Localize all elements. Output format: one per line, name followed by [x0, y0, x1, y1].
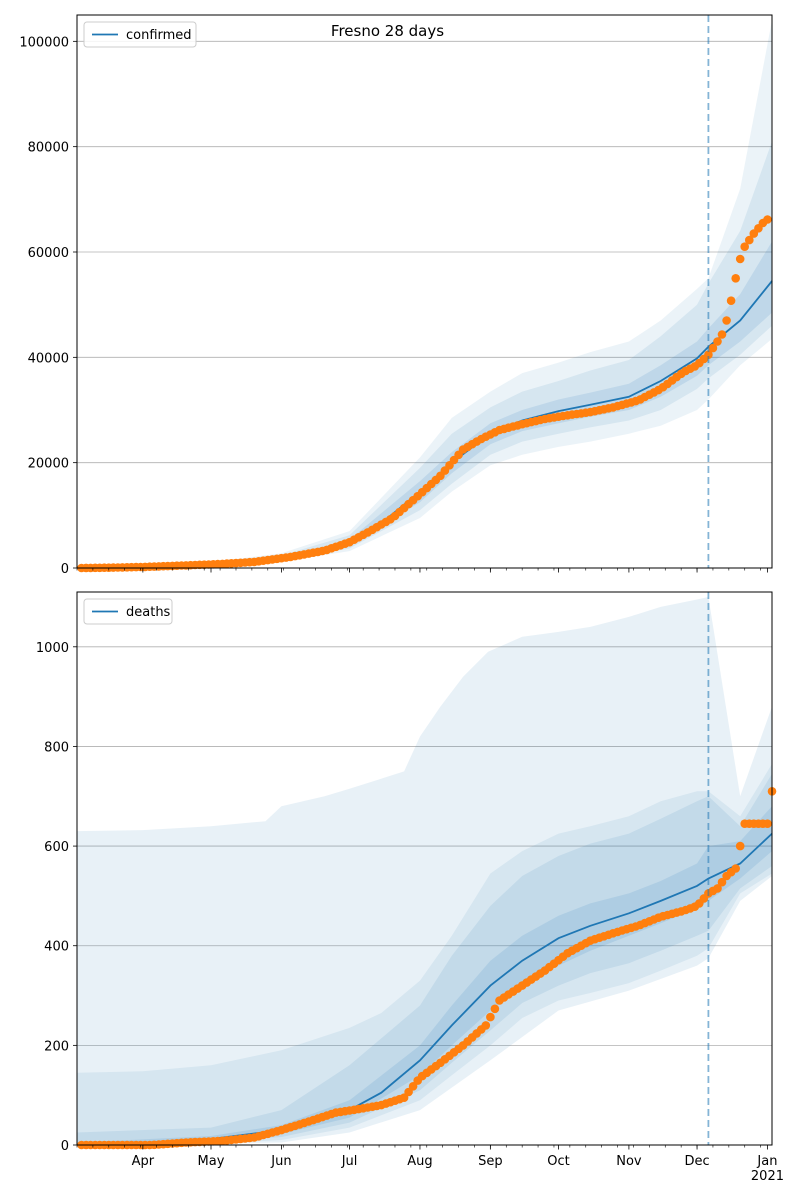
confirmed-y-tick-label: 20000 [28, 457, 69, 472]
deaths-y-tick-label: 0 [61, 1139, 69, 1154]
deaths-observed-point [481, 1021, 491, 1030]
confirmed-axes-frame [76, 14, 773, 569]
deaths-observed-point [735, 841, 745, 851]
confirmed-y-tick-label: 60000 [28, 246, 69, 261]
confirmed-observed-point [740, 242, 749, 251]
deaths-x-tick-label: Aug [407, 1154, 432, 1169]
deaths-axes-frame [76, 591, 773, 1146]
confirmed-legend-label: confirmed [126, 28, 192, 43]
deaths-x-tick-label: Jan [756, 1154, 777, 1169]
confirmed-observed-point [722, 316, 731, 325]
confirmed-observed-point [745, 235, 754, 245]
confirmed-observed-point [713, 337, 722, 346]
deaths-observed-point [763, 819, 772, 828]
deaths-observed-point [731, 864, 740, 873]
panel-confirmed: 0 20000 40000 60000 80000 100000 Fresno 28 day… [19, 14, 773, 577]
confirmed-observed-point [735, 254, 745, 264]
confirmed-y-tick-label: 100000 [19, 35, 69, 50]
deaths-x-tick-label: Nov [616, 1154, 642, 1169]
confirmed-y-tick-label: 0 [61, 562, 69, 577]
deaths-confidence-band [77, 597, 772, 1145]
confirmed-observed-point [717, 330, 727, 339]
deaths-y-tick-label: 200 [44, 1039, 69, 1054]
deaths-observed-point [490, 1004, 500, 1014]
deaths-y-tick-label: 1000 [36, 641, 69, 656]
confirmed-legend-box [83, 21, 197, 48]
deaths-x-tick-label: Apr [132, 1154, 155, 1169]
deaths-legend-box [83, 598, 173, 625]
deaths-confidence-band [77, 763, 772, 1145]
deaths-x-tick-label: Sep [478, 1154, 503, 1169]
deaths-x-tick-label: Dec [684, 1154, 709, 1169]
deaths-confidence-band [77, 773, 772, 1145]
confirmed-confidence-band [77, 141, 772, 568]
confirmed-y-tick-label: 80000 [28, 141, 69, 156]
confirmed-y-tick-label: 40000 [28, 351, 69, 366]
deaths-y-tick-label: 600 [44, 840, 69, 855]
deaths-x-tick-label: Jun [270, 1154, 291, 1169]
confirmed-observed-point [708, 343, 718, 353]
confirmed-confidence-band [77, 20, 772, 569]
deaths-x-tick-label: Jul [341, 1154, 358, 1169]
deaths-x-tick-label: Oct [547, 1154, 569, 1169]
deaths-observed-point [713, 884, 722, 893]
deaths-observed-point [717, 877, 727, 887]
deaths-y-tick-label: 400 [44, 940, 69, 955]
deaths-legend-label: deaths [126, 605, 171, 620]
deaths-observed-point [408, 1082, 418, 1091]
confirmed-observed-point [726, 296, 736, 306]
deaths-x-tick-label: May [198, 1154, 225, 1169]
confirmed-observed-point [763, 215, 772, 224]
deaths-x-tick-label: 2021 [751, 1169, 784, 1184]
confirmed-observed-point [704, 350, 713, 360]
confirmed-chart-title: Fresno 28 days [331, 22, 444, 40]
deaths-y-tick-label: 800 [44, 740, 69, 755]
deaths-observed-point [486, 1012, 495, 1022]
confirmed-observed-point [731, 274, 740, 283]
panel-deaths: 0 200 400 600 800 1000 Apr May Jun Jul Aug Sep Oct No… [36, 591, 784, 1184]
